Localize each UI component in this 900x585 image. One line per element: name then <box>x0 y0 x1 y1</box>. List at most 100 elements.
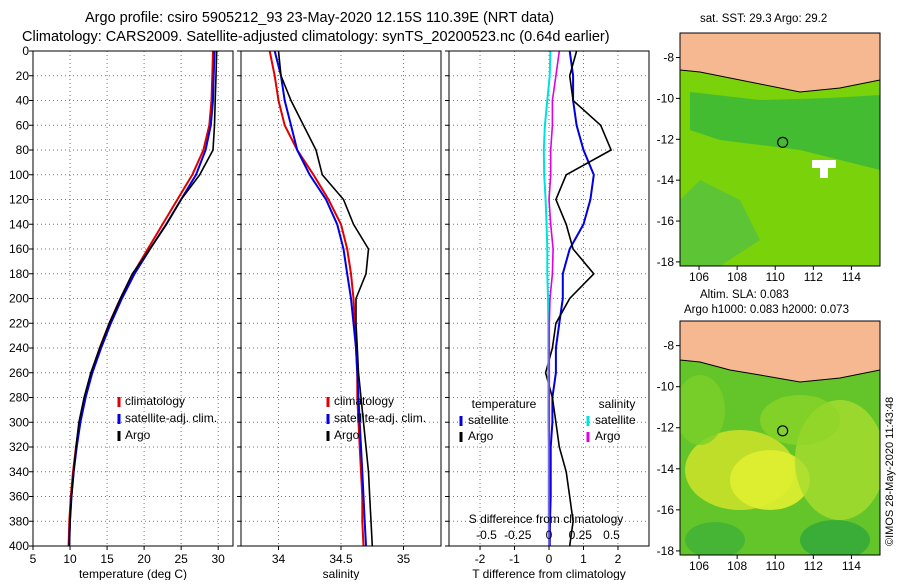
x-tick-label: 110 <box>766 559 785 573</box>
x-tick-label: 34.5 <box>329 552 353 566</box>
y-tick-label: 160 <box>9 242 29 256</box>
y-tick-label: -14 <box>657 173 675 187</box>
y-tick-label: 320 <box>9 440 29 454</box>
x-tick-label: 0 <box>546 552 553 566</box>
legend-label: Argo <box>334 428 360 442</box>
x-tick-label: 34 <box>272 552 286 566</box>
legend-label: Argo <box>125 428 151 442</box>
sla-map-subtitle: Argo h1000: 0.083 h2000: 0.073 <box>684 304 849 316</box>
series-line-argo <box>68 51 218 546</box>
y-tick-label: -12 <box>657 421 675 435</box>
x-tick-label: 112 <box>804 270 823 284</box>
y-tick-label: 120 <box>9 193 29 207</box>
legend-label: climatology <box>334 394 394 408</box>
x-tick-label: 106 <box>689 270 709 284</box>
s-diff-tick-label: -0.25 <box>504 528 532 542</box>
y-tick-label: 360 <box>9 490 29 504</box>
y-tick-label: 300 <box>9 415 29 429</box>
s-diff-tick-label: 0 <box>546 528 553 542</box>
x-tick-label: 108 <box>727 559 747 573</box>
y-tick-label: -18 <box>657 255 675 269</box>
legend-label: climatology <box>125 394 185 408</box>
y-tick-label: -12 <box>657 132 675 146</box>
s-diff-tick-label: 0.25 <box>569 528 593 542</box>
x-axis-label: T difference from climatology <box>472 567 626 580</box>
y-tick-label: -8 <box>663 339 674 353</box>
legend-title-salinity: salinity <box>599 397 636 411</box>
y-tick-label: -16 <box>657 214 675 228</box>
x-tick-label: 108 <box>727 270 747 284</box>
x-tick-label: 35 <box>397 552 411 566</box>
legend-title-temperature: temperature <box>472 397 537 411</box>
series-line-climatology <box>67 51 214 546</box>
y-tick-label: -8 <box>663 51 674 65</box>
y-tick-label: 20 <box>16 69 30 83</box>
x-tick-label: -1 <box>509 552 520 566</box>
x-tick-label: 106 <box>689 559 709 573</box>
x-tick-label: 5 <box>30 552 37 566</box>
legend-label: Argo <box>468 429 494 443</box>
y-tick-label: 80 <box>16 143 30 157</box>
y-tick-label: 400 <box>9 539 29 553</box>
y-tick-label: 60 <box>16 118 30 132</box>
legend-label: satellite-adj. clim. <box>125 411 217 425</box>
y-tick-label: 280 <box>9 391 29 405</box>
y-tick-label: 180 <box>9 267 29 281</box>
y-tick-label: 260 <box>9 366 29 380</box>
y-tick-label: 100 <box>9 168 29 182</box>
series-line-salinity-argo <box>548 51 561 546</box>
legend-label: satellite <box>468 413 509 427</box>
sst-map-image <box>680 33 880 266</box>
legend-label: satellite <box>595 413 636 427</box>
sla-map-image <box>680 321 880 555</box>
x-tick-label: 114 <box>842 559 861 573</box>
series-line-temperature-satellite <box>548 51 595 546</box>
x-tick-label: 2 <box>615 552 622 566</box>
legend-label: Argo <box>595 429 621 443</box>
series-line-argo <box>277 51 374 546</box>
y-tick-label: 0 <box>22 44 29 58</box>
y-tick-label: -10 <box>657 91 675 105</box>
header-line1: Argo profile: csiro 5905212_93 23-May-20… <box>85 10 554 26</box>
sst-map-frame <box>679 32 881 267</box>
y-tick-label: 220 <box>9 316 29 330</box>
x-tick-label: 1 <box>580 552 587 566</box>
sla-map-title: Altim. SLA: 0.083 <box>700 289 789 301</box>
y-tick-label: -16 <box>657 503 675 517</box>
y-tick-label: 200 <box>9 292 29 306</box>
x-tick-label: 25 <box>174 552 188 566</box>
s-diff-tick-label: 0.5 <box>603 528 620 542</box>
salinity-panel: 34 34.5 35 salinity climatology satellite-adj… <box>237 50 442 581</box>
sst-map-title: sat. SST: 29.3 Argo: 29.2 <box>700 13 827 25</box>
temperature-panel: 5 10 15 20 25 30 temperature (deg C) 0 20 40 60 80 1… <box>9 44 234 581</box>
legend-label: satellite-adj. clim. <box>334 411 426 425</box>
float-position-marker <box>777 425 789 437</box>
y-tick-label: 380 <box>9 514 29 528</box>
series-line-temperature-argo <box>544 51 613 546</box>
y-tick-label: -10 <box>657 380 675 394</box>
x-tick-label: 112 <box>804 559 823 573</box>
float-position-marker <box>777 136 789 148</box>
y-tick-label: -14 <box>657 462 675 476</box>
x-axis-label: salinity <box>323 567 360 580</box>
s-diff-axis-label: S difference from climatology <box>469 512 624 526</box>
x-tick-label: 20 <box>137 552 151 566</box>
y-tick-label: 240 <box>9 341 29 355</box>
x-tick-label: 110 <box>766 270 785 284</box>
series-line-satellite-adj-clim- <box>273 51 367 546</box>
y-tick-label: -18 <box>657 544 675 558</box>
header-line2: Climatology: CARS2009. Satellite-adjuste… <box>22 29 610 45</box>
x-tick-label: -2 <box>475 552 486 566</box>
y-tick-label: 340 <box>9 465 29 479</box>
java-land <box>680 33 880 93</box>
s-diff-tick-label: -0.5 <box>476 528 497 542</box>
x-tick-label: 114 <box>842 270 861 284</box>
credit: ©IMOS 28-May-2020 11:43:48 <box>884 397 896 546</box>
x-tick-label: 10 <box>63 552 77 566</box>
x-axis-label: temperature (deg C) <box>79 567 187 580</box>
y-tick-label: 40 <box>16 94 30 108</box>
sla-map-frame <box>679 320 881 556</box>
x-tick-label: 15 <box>100 552 114 566</box>
y-tick-label: 140 <box>9 217 29 231</box>
